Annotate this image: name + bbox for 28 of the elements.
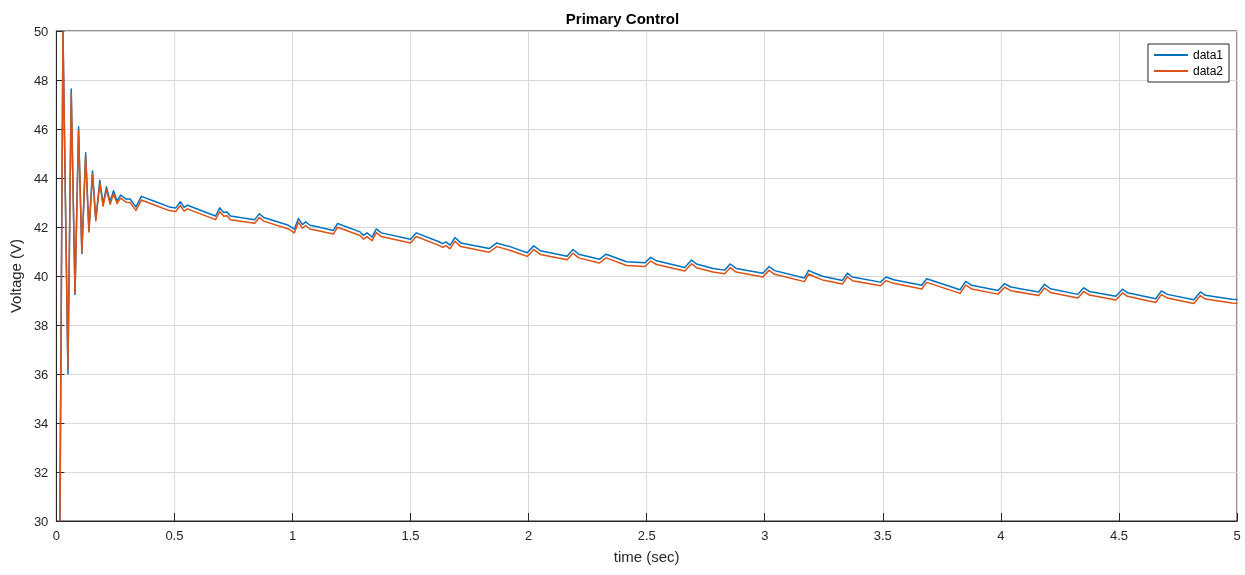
x-axis-title: time (sec) (613, 548, 680, 565)
chart-title: Primary Control (565, 10, 680, 27)
x-tick-label: 3.5 (873, 528, 892, 543)
line-series (59, 30, 1238, 522)
x-tick-label: 1.5 (401, 528, 420, 543)
y-tick-label: 32 (33, 464, 49, 480)
y-tick-label: 42 (33, 219, 49, 235)
x-tick-label: 2 (525, 528, 533, 543)
x-tick-label: 4 (997, 528, 1005, 543)
y-tick-label: 36 (33, 366, 49, 382)
y-tick-label: 38 (33, 317, 49, 333)
x-tick-label: 2.5 (637, 528, 656, 543)
y-tick-label: 30 (33, 513, 49, 529)
x-tick-label: 3 (761, 528, 769, 543)
x-tick-label: 0 (52, 528, 60, 543)
legend-label: data2 (1192, 64, 1224, 78)
y-tick-label: 44 (33, 170, 49, 186)
y-axis-title: Voltage (V) (7, 238, 24, 314)
y-tick-label: 48 (33, 72, 49, 88)
x-tick-label: 0.5 (165, 528, 184, 543)
x-tick-label: 5 (1233, 528, 1241, 543)
y-tick-label: 40 (33, 268, 49, 284)
x-tick-label: 4.5 (1109, 528, 1128, 543)
y-tick-label: 50 (33, 23, 49, 39)
x-tick-label: 1 (288, 528, 297, 543)
legend-label: data1 (1192, 48, 1224, 62)
y-tick-label: 46 (33, 121, 49, 137)
y-tick-label: 34 (33, 415, 49, 431)
